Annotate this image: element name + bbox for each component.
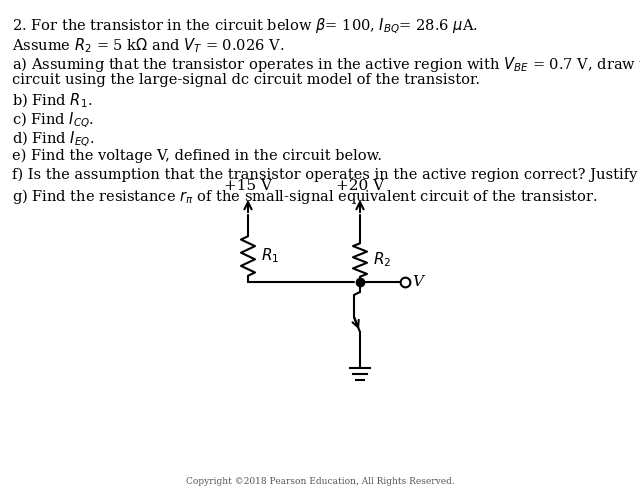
Text: d) Find $I_{EQ}$.: d) Find $I_{EQ}$. bbox=[12, 130, 95, 150]
Text: f) Is the assumption that the transistor operates in the active region correct? : f) Is the assumption that the transistor… bbox=[12, 168, 640, 182]
Text: c) Find $I_{CQ}$.: c) Find $I_{CQ}$. bbox=[12, 111, 94, 130]
Text: g) Find the resistance $r_\pi$ of the small-signal equivalent circuit of the tra: g) Find the resistance $r_\pi$ of the sm… bbox=[12, 187, 598, 206]
Text: +20 V: +20 V bbox=[336, 179, 384, 193]
Text: a) Assuming that the transistor operates in the active region with $V_{BE}$ = 0.: a) Assuming that the transistor operates… bbox=[12, 55, 640, 74]
Text: 2. For the transistor in the circuit below $\beta$= 100, $I_{BQ}$= 28.6 $\mu$A.: 2. For the transistor in the circuit bel… bbox=[12, 17, 478, 36]
Text: circuit using the large-signal dc circuit model of the transistor.: circuit using the large-signal dc circui… bbox=[12, 73, 480, 87]
Text: b) Find $R_1$.: b) Find $R_1$. bbox=[12, 92, 92, 110]
Text: +15 V: +15 V bbox=[224, 179, 272, 193]
Text: $R_2$: $R_2$ bbox=[373, 250, 391, 270]
Text: e) Find the voltage V, defined in the circuit below.: e) Find the voltage V, defined in the ci… bbox=[12, 149, 382, 164]
Text: $R_1$: $R_1$ bbox=[261, 246, 279, 266]
Text: V: V bbox=[412, 275, 423, 289]
Text: Copyright ©2018 Pearson Education, All Rights Reserved.: Copyright ©2018 Pearson Education, All R… bbox=[186, 478, 454, 486]
Text: Assume $R_2$ = 5 k$\Omega$ and $V_T$ = 0.026 V.: Assume $R_2$ = 5 k$\Omega$ and $V_T$ = 0… bbox=[12, 36, 284, 54]
